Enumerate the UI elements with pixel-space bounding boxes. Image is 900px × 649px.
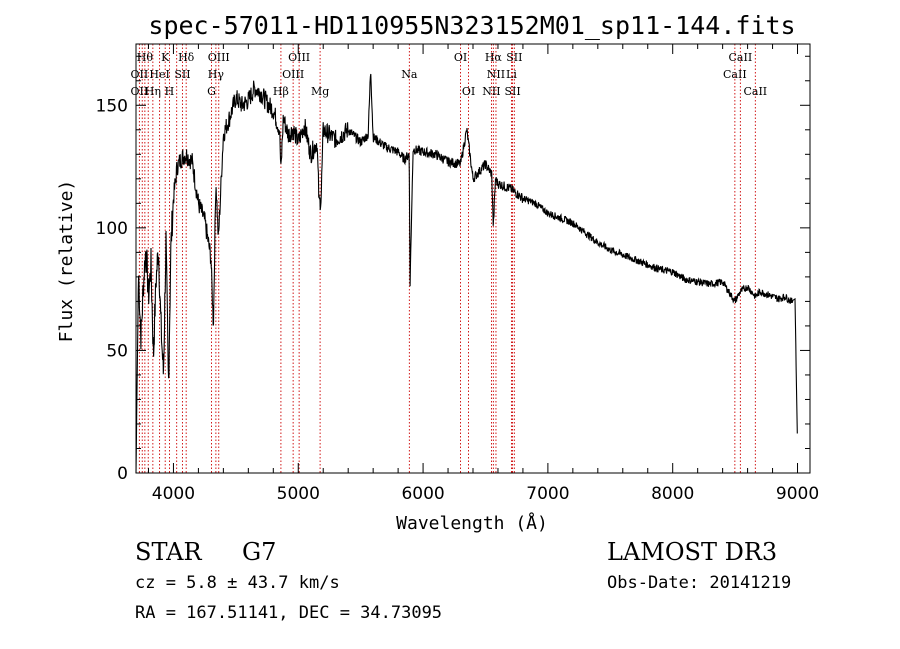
- survey-name: LAMOST DR3: [607, 538, 778, 566]
- line-marker-label: Hη: [145, 85, 161, 98]
- y-tick-label: 0: [117, 464, 128, 484]
- y-tick-label: 50: [106, 341, 128, 361]
- y-axis-ticks: 0 50 100 150: [96, 55, 810, 484]
- coordinates-readout: RA = 167.51141, DEC = 34.73095: [135, 603, 443, 623]
- redshift-readout: cz = 5.8 ± 43.7 km/s: [135, 573, 340, 593]
- x-tick-label: 7000: [526, 484, 569, 504]
- line-marker-label: CaII: [723, 68, 747, 81]
- spectrum-line: [135, 73, 798, 474]
- object-class: STAR: [135, 538, 202, 566]
- observation-date: Obs-Date: 20141219: [607, 573, 792, 593]
- x-tick-label: 8000: [651, 484, 694, 504]
- y-axis-label: Flux (relative): [56, 180, 77, 343]
- line-marker-label: SII: [506, 51, 522, 64]
- line-marker-label: CaII: [743, 85, 767, 98]
- chart-title: spec-57011-HD110955N323152M01_sp11-144.f…: [148, 11, 795, 40]
- line-marker-label: H: [165, 85, 175, 98]
- line-marker-label: SII: [174, 68, 190, 81]
- line-marker-label: Li: [506, 68, 517, 81]
- line-marker-label: HeI: [149, 68, 169, 81]
- line-marker-label: K: [161, 51, 170, 64]
- x-axis-ticks: 4000 5000 6000 7000 8000 9000: [147, 44, 819, 504]
- line-marker-label: OIII: [288, 51, 310, 64]
- x-tick-label: 9000: [776, 484, 819, 504]
- line-marker-label: SII: [504, 85, 520, 98]
- line-marker-label: OI: [462, 85, 475, 98]
- line-marker-label: OIII: [282, 68, 304, 81]
- line-marker-label: Hα: [485, 51, 503, 64]
- line-marker-label: G: [207, 85, 216, 98]
- x-tick-label: 4000: [152, 484, 195, 504]
- line-marker-label: NII: [482, 85, 500, 98]
- line-marker-label: Hγ: [208, 68, 225, 81]
- line-marker-label: Hβ: [273, 85, 289, 98]
- line-marker-label: OII: [131, 85, 149, 98]
- x-axis-label: Wavelength (Å): [396, 512, 548, 534]
- x-tick-label: 5000: [277, 484, 320, 504]
- line-marker-label: OI: [454, 51, 467, 64]
- line-marker-label: OII: [131, 68, 149, 81]
- line-marker-label: CaII: [729, 51, 753, 64]
- line-marker-label: Mg: [311, 85, 329, 98]
- spectral-subclass: G7: [242, 538, 277, 566]
- line-marker-label: OIII: [208, 51, 230, 64]
- y-tick-label: 100: [96, 219, 128, 239]
- line-marker-label: Na: [401, 68, 418, 81]
- line-marker-label: Hδ: [178, 51, 195, 64]
- plot-frame: [135, 43, 811, 474]
- emission-line-markers: [138, 44, 756, 473]
- line-marker-label: Hθ: [137, 51, 154, 64]
- y-tick-label: 150: [96, 96, 128, 116]
- x-tick-label: 6000: [401, 484, 444, 504]
- line-marker-label: NII: [487, 68, 505, 81]
